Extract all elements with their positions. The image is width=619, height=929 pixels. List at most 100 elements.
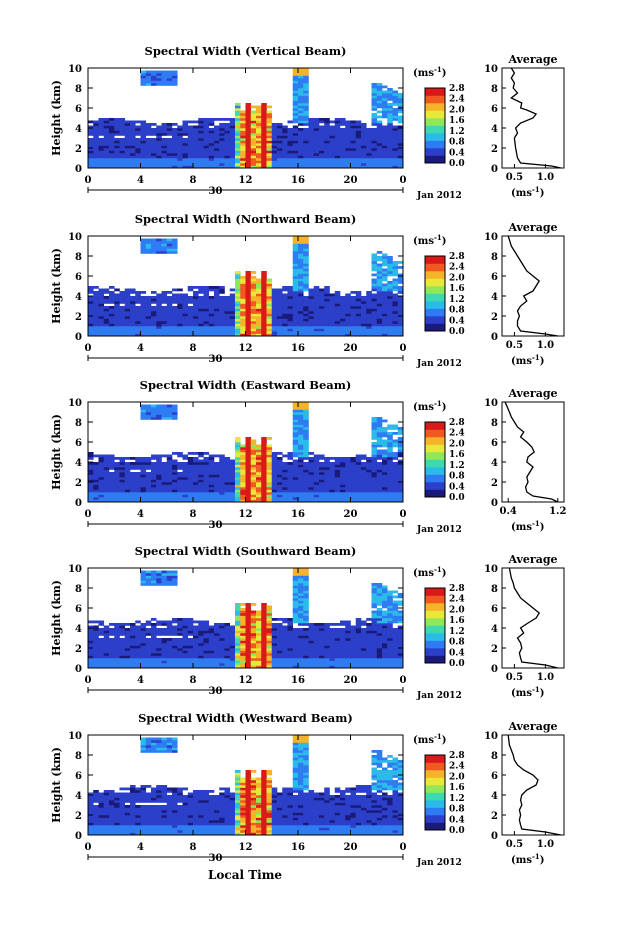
- heatmap-cell: [361, 497, 367, 500]
- heatmap-cell: [387, 148, 393, 151]
- heatmap-cell: [187, 457, 194, 460]
- heatmap-cell: [235, 158, 241, 161]
- heatmap-cell: [130, 623, 136, 626]
- heatmap-cell: [292, 326, 299, 329]
- heatmap-cell: [172, 331, 178, 334]
- heatmap-cell: [140, 246, 147, 249]
- heatmap-cell: [266, 452, 273, 455]
- average-y-tick-label: 8: [491, 252, 498, 263]
- heatmap-cell: [114, 308, 120, 312]
- heatmap-cell: [203, 123, 210, 126]
- heatmap-cell: [229, 163, 236, 166]
- heatmap-cell: [203, 623, 210, 626]
- heatmap-cell: [303, 298, 309, 302]
- heatmap-cell: [172, 464, 178, 468]
- heatmap-cell: [151, 623, 157, 626]
- heatmap-cell: [166, 133, 173, 136]
- heatmap-cell: [229, 492, 236, 495]
- heatmap-cell: [271, 452, 278, 455]
- heatmap-cell: [303, 261, 309, 264]
- heatmap-cell: [397, 459, 404, 463]
- heatmap-cell: [156, 409, 162, 413]
- heatmap-cell: [235, 610, 241, 614]
- heatmap-cell: [124, 316, 131, 319]
- heatmap-cell: [182, 331, 189, 334]
- heatmap-cell: [145, 248, 152, 252]
- heatmap-cell: [88, 133, 94, 136]
- heatmap-cell: [355, 318, 362, 322]
- heatmap-cell: [193, 296, 199, 299]
- heatmap-cell: [250, 318, 257, 322]
- heatmap-cell: [245, 484, 252, 488]
- heatmap-cell: [303, 150, 309, 154]
- heatmap-cell: [219, 489, 225, 493]
- heatmap-cell: [166, 238, 173, 242]
- heatmap-cell: [371, 115, 378, 119]
- heatmap-cell: [88, 643, 94, 646]
- heatmap-cell: [135, 499, 141, 503]
- heatmap-cell: [329, 293, 336, 297]
- heatmap-cell: [156, 83, 162, 86]
- heatmap-cell: [229, 643, 236, 646]
- heatmap-cell: [151, 78, 157, 81]
- heatmap-cell: [392, 467, 399, 470]
- heatmap-cell: [250, 316, 257, 319]
- heatmap-cell: [109, 645, 115, 649]
- heatmap-cell: [387, 439, 393, 443]
- heatmap-cell: [271, 303, 278, 307]
- heatmap-cell: [156, 140, 162, 144]
- heatmap-cell: [203, 489, 210, 493]
- heatmap-cell: [182, 321, 189, 324]
- y-tick-label: 0: [75, 332, 82, 343]
- heatmap-cell: [376, 437, 383, 440]
- heatmap-cell: [308, 489, 315, 493]
- heatmap-cell: [229, 160, 236, 164]
- heatmap-cell: [303, 449, 309, 453]
- heatmap-cell: [371, 489, 378, 493]
- heatmap-cell: [145, 489, 152, 493]
- heatmap-cell: [392, 98, 399, 101]
- heatmap-cell: [172, 133, 178, 136]
- heatmap-cell: [245, 125, 252, 129]
- heatmap-cell: [392, 444, 399, 448]
- heatmap-cell: [319, 118, 325, 121]
- heatmap-cell: [161, 70, 168, 74]
- heatmap-cell: [308, 323, 315, 327]
- heatmap-cell: [114, 301, 120, 304]
- heatmap-cell: [208, 633, 215, 636]
- heatmap-cell: [382, 133, 388, 136]
- heatmap-cell: [245, 321, 252, 324]
- heatmap-cell: [93, 303, 99, 307]
- heatmap-cell: [119, 643, 126, 646]
- heatmap-cell: [151, 241, 157, 244]
- heatmap-cell: [340, 123, 346, 126]
- heatmap-cell: [224, 663, 231, 666]
- heatmap-cell: [93, 643, 99, 646]
- heatmap-cell: [193, 130, 199, 134]
- heatmap-cell: [361, 487, 367, 490]
- heatmap-cell: [135, 311, 141, 314]
- heatmap-cell: [298, 296, 304, 299]
- heatmap-cell: [287, 638, 294, 641]
- heatmap-cell: [198, 288, 204, 292]
- heatmap-cell: [187, 474, 194, 478]
- heatmap-cell: [109, 653, 115, 656]
- heatmap-cell: [245, 467, 252, 470]
- heatmap-cell: [103, 499, 110, 503]
- heatmap-cell: [350, 140, 357, 144]
- heatmap-cell: [277, 472, 283, 475]
- heatmap-cell: [98, 479, 105, 483]
- heatmap-cell: [135, 165, 141, 169]
- heatmap-cell: [235, 291, 241, 294]
- heatmap-cell: [340, 118, 346, 121]
- heatmap-cell: [308, 158, 315, 161]
- heatmap-cell: [340, 328, 346, 332]
- heatmap-cell: [292, 333, 299, 337]
- heatmap-cell: [298, 331, 304, 334]
- heatmap-cell: [229, 648, 236, 651]
- heatmap-cell: [193, 472, 199, 475]
- heatmap-cell: [366, 145, 372, 149]
- heatmap-cell: [277, 143, 283, 146]
- heatmap-cell: [235, 316, 241, 319]
- heatmap-cell: [140, 655, 147, 659]
